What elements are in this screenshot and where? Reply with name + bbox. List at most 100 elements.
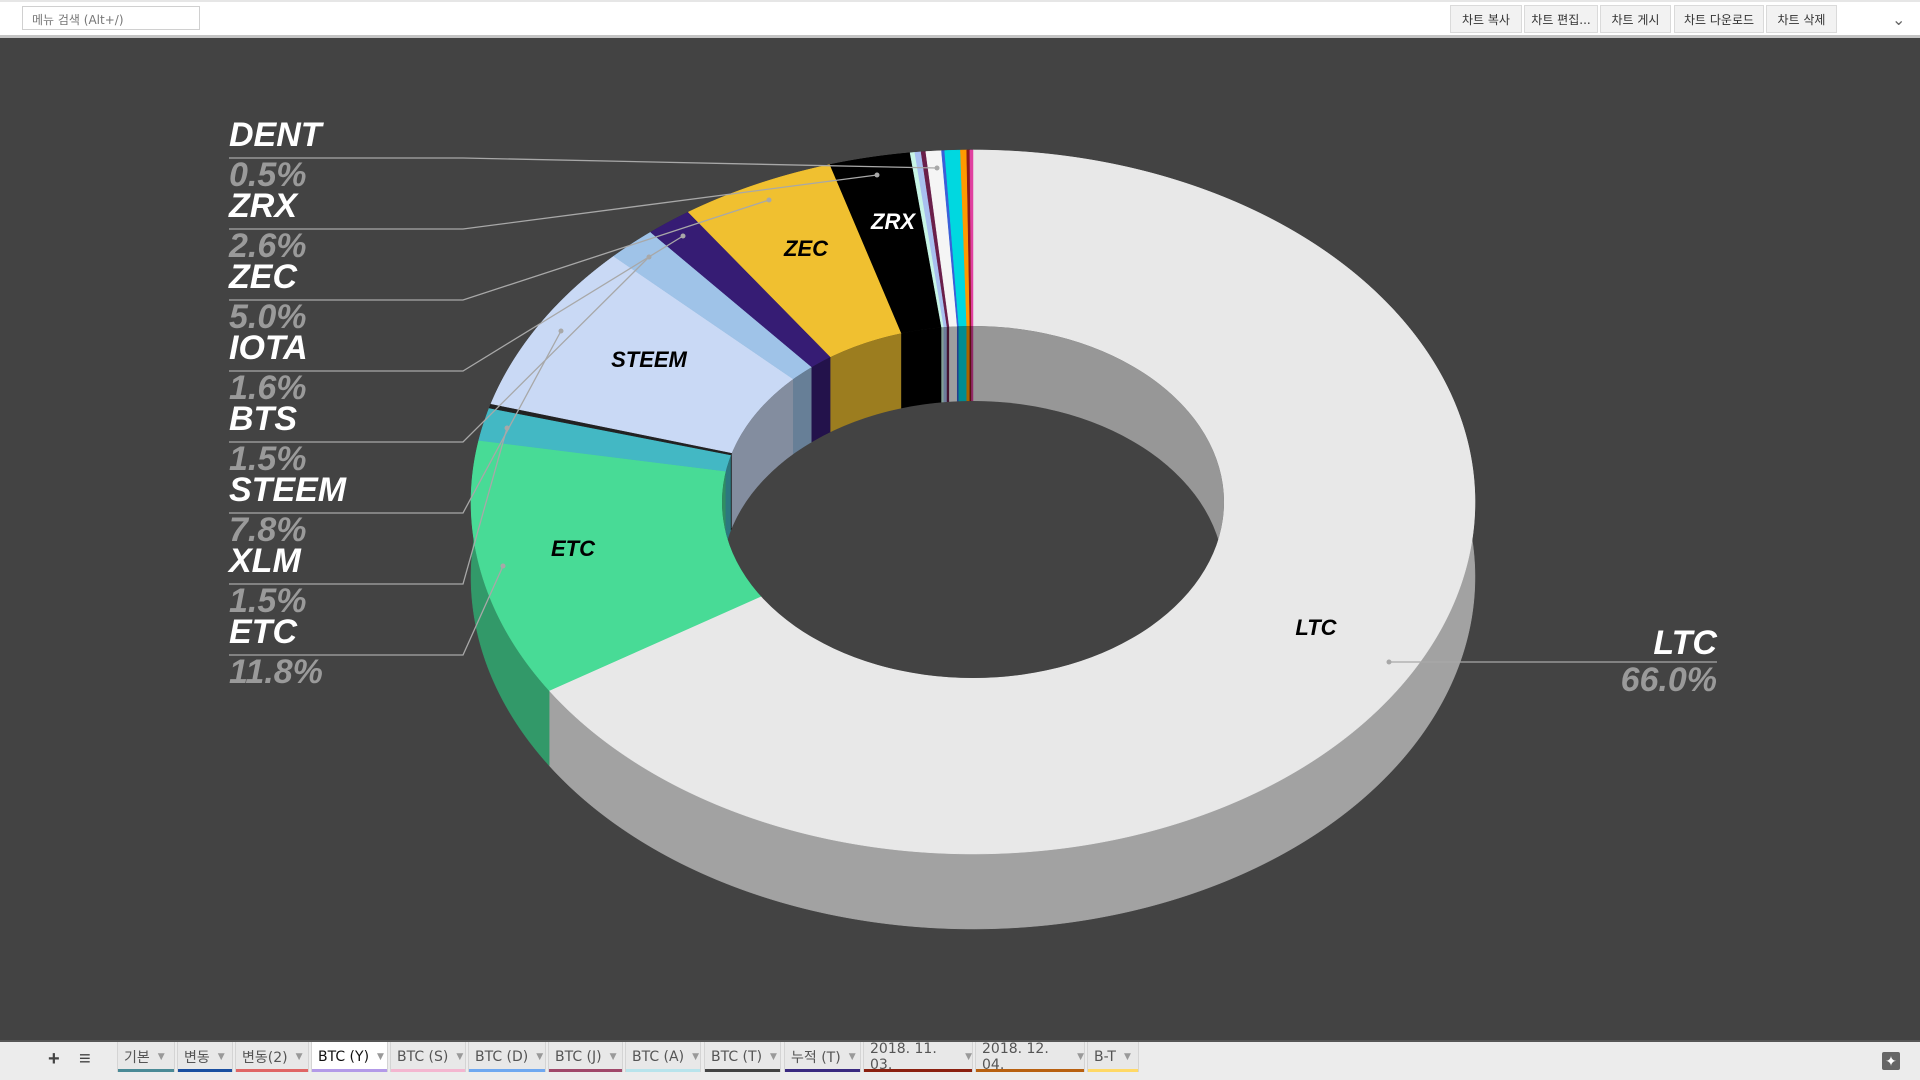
menu-search-input[interactable]: 메뉴 검색 (Alt+/) — [22, 6, 200, 30]
leader-line — [229, 174, 878, 230]
sheet-tab-label: B-T — [1094, 1049, 1116, 1065]
legend-percent: 1.5% — [229, 582, 307, 620]
tab-dropdown-icon[interactable]: ▼ — [1123, 1052, 1131, 1062]
menu-icon[interactable]: ≡ — [79, 1048, 91, 1070]
sheet-tab-label: 기본 — [124, 1050, 150, 1066]
legend-name: ZRX — [228, 187, 299, 225]
sheet-tab[interactable]: BTC (D) ▼ — [468, 1042, 546, 1072]
sheet-tab[interactable]: BTC (J) ▼ — [548, 1042, 623, 1072]
tab-dropdown-icon[interactable]: ▼ — [377, 1052, 384, 1062]
legend-name: ETC — [229, 613, 297, 651]
tab-dropdown-icon[interactable]: ▼ — [217, 1052, 225, 1062]
legend-percent: 5.0% — [229, 298, 307, 336]
copy-chart-button[interactable]: 차트 복사 — [1450, 5, 1522, 33]
legend-percent: 11.8% — [229, 653, 323, 691]
sheet-tab-label: BTC (A) — [632, 1049, 685, 1065]
leader-line — [229, 330, 562, 514]
leader-dot — [558, 328, 564, 334]
explore-icon[interactable]: ✦ — [1882, 1052, 1900, 1070]
sheet-tab[interactable]: BTC (Y) ▼ — [311, 1042, 388, 1072]
delete-chart-button[interactable]: 차트 삭제 — [1766, 5, 1837, 33]
tab-dropdown-icon[interactable]: ▼ — [770, 1052, 777, 1062]
tab-color-indicator — [864, 1069, 972, 1072]
tab-color-indicator — [178, 1069, 232, 1072]
tab-color-indicator — [236, 1069, 308, 1072]
chevron-down-icon[interactable]: ⌄ — [1892, 12, 1906, 29]
leader-line — [229, 235, 684, 372]
sheet-tab-label: BTC (S) — [397, 1049, 449, 1065]
sheet-tab[interactable]: 변동(2) ▼ — [235, 1042, 309, 1072]
leader-dot — [934, 165, 940, 171]
edit-chart-button[interactable]: 차트 편집... — [1524, 5, 1598, 33]
tab-dropdown-icon[interactable]: ▼ — [848, 1052, 856, 1062]
slice-label-zec: ZEC — [783, 236, 829, 261]
tab-color-indicator — [705, 1069, 780, 1072]
leader-dot — [504, 425, 510, 431]
sheet-tab-label: BTC (Y) — [318, 1049, 370, 1065]
tab-dropdown-icon[interactable]: ▼ — [965, 1052, 972, 1062]
leader-dot — [500, 563, 506, 569]
legend-percent: 7.8% — [229, 511, 307, 549]
slice-inner-wall — [811, 356, 831, 443]
slice-inner-wall — [958, 326, 967, 402]
download-chart-button[interactable]: 차트 다운로드 — [1674, 5, 1764, 33]
slice-label-zrx: ZRX — [870, 209, 916, 234]
tab-dropdown-icon[interactable]: ▼ — [295, 1052, 303, 1062]
legend-percent: 0.5% — [229, 156, 307, 194]
sheet-tab[interactable]: BTC (S) ▼ — [390, 1042, 466, 1072]
leader-line — [229, 199, 770, 301]
slice-inner-wall — [949, 326, 958, 403]
tab-color-indicator — [469, 1069, 545, 1072]
leader-line — [229, 256, 650, 443]
leader-dot — [1386, 659, 1392, 665]
slice-inner-wall — [943, 326, 948, 403]
sheet-tab[interactable]: 2018. 12. 04. ▼ — [975, 1041, 1085, 1073]
tab-color-indicator — [976, 1069, 1084, 1072]
legend-name: STEEM — [229, 471, 347, 509]
sheet-tab[interactable]: BTC (T) ▼ — [704, 1042, 781, 1072]
tab-dropdown-icon[interactable]: ▼ — [692, 1052, 699, 1062]
legend-name: IOTA — [229, 329, 308, 367]
slice-label-etc: ETC — [551, 536, 596, 561]
sheet-tab[interactable]: 기본 ▼ — [117, 1042, 175, 1072]
leader-dot — [874, 172, 880, 178]
publish-chart-button[interactable]: 차트 게시 — [1600, 5, 1671, 33]
slice-label-steem: STEEM — [611, 347, 687, 372]
leader-line — [229, 427, 508, 585]
top-toolbar: 메뉴 검색 (Alt+/) 차트 복사 차트 편집... 차트 게시 차트 다운… — [0, 0, 1920, 38]
tab-color-indicator — [312, 1069, 387, 1072]
sheet-tab[interactable]: 2018. 11. 03. ▼ — [863, 1041, 973, 1073]
sheet-tab[interactable]: B-T ▼ — [1087, 1042, 1139, 1072]
tab-color-indicator — [785, 1069, 860, 1072]
sheet-tab-bar: + ≡ 기본 ▼ 변동 ▼ 변동(2) ▼ BTC (Y) ▼ BTC (S) ▼ BTC (D) ▼… — [0, 1040, 1920, 1080]
slice-inner-wall — [946, 326, 950, 403]
legend-percent: 1.5% — [229, 440, 307, 478]
tab-dropdown-icon[interactable]: ▼ — [157, 1052, 165, 1062]
sheet-tab-label: 누적 (T) — [791, 1050, 841, 1066]
slice-inner-wall — [966, 326, 971, 402]
leader-dot — [646, 254, 652, 260]
tab-dropdown-icon[interactable]: ▼ — [456, 1052, 464, 1062]
tab-color-indicator — [118, 1069, 174, 1072]
leader-dot — [766, 197, 772, 203]
sheet-tab[interactable]: BTC (A) ▼ — [625, 1042, 701, 1072]
sheet-tab[interactable]: 변동 ▼ — [177, 1042, 233, 1072]
sheet-tab-label: 변동(2) — [242, 1050, 288, 1066]
tab-dropdown-icon[interactable]: ▼ — [536, 1052, 544, 1062]
legend-percent: 66.0% — [1621, 661, 1717, 699]
tab-dropdown-icon[interactable]: ▼ — [609, 1052, 617, 1062]
tab-dropdown-icon[interactable]: ▼ — [1077, 1052, 1084, 1062]
plus-icon[interactable]: + — [48, 1048, 60, 1070]
slice-inner-wall — [971, 326, 974, 402]
leader-dot — [680, 233, 686, 239]
legend-name: XLM — [227, 542, 301, 580]
sheet-tab[interactable]: 누적 (T) ▼ — [784, 1042, 861, 1072]
legend-name: ZEC — [228, 258, 297, 296]
slice-inner-wall — [901, 327, 942, 409]
